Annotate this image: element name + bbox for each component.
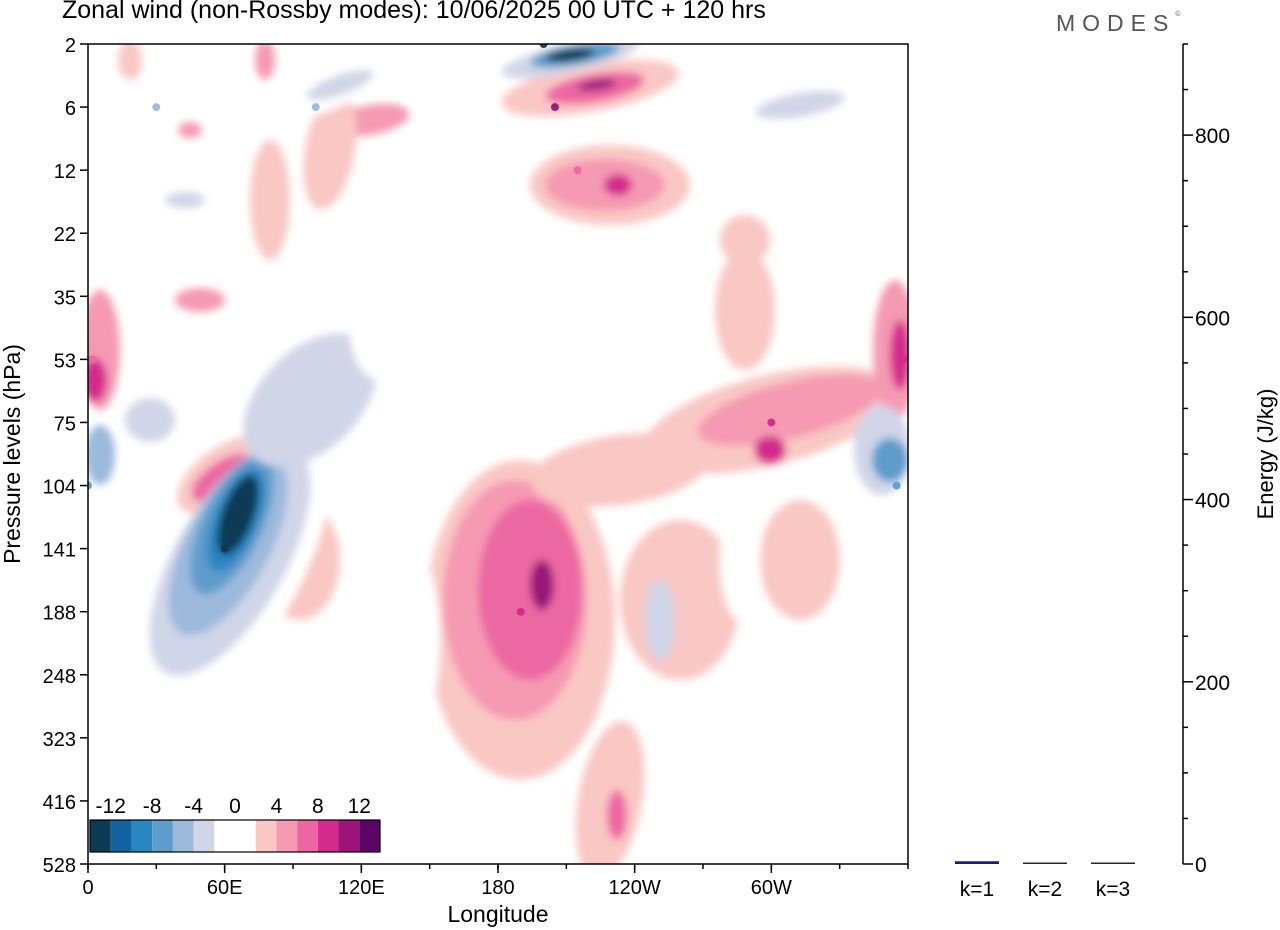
chart-title: Zonal wind (non-Rossby modes): 10/06/202… bbox=[62, 0, 766, 24]
colorbar: -12 -8 -4 0 4 8 12 bbox=[89, 795, 381, 853]
x-axis-label: Longitude bbox=[447, 901, 548, 927]
energy-tick-label: 0 bbox=[1195, 854, 1207, 877]
brand-logo: MODES© bbox=[1056, 10, 1181, 37]
colorbar-label: 8 bbox=[312, 795, 324, 818]
y-tick-label: 323 bbox=[43, 729, 76, 751]
colorbar-swatch bbox=[110, 820, 132, 852]
field-feature bbox=[550, 103, 559, 112]
x-tick-label: 180 bbox=[481, 877, 514, 899]
field-feature bbox=[152, 103, 161, 112]
y-tick-label: 141 bbox=[43, 540, 76, 562]
x-tick-label: 120E bbox=[338, 877, 385, 899]
energy-bar bbox=[1023, 862, 1067, 864]
colorbar-label: -4 bbox=[184, 795, 203, 818]
field-feature bbox=[220, 544, 229, 553]
field-features bbox=[88, 44, 908, 616]
x-tick-label: 60W bbox=[751, 877, 792, 899]
energy-bar bbox=[1091, 862, 1135, 864]
energy-category-label: k=3 bbox=[1096, 878, 1130, 901]
field-feature bbox=[311, 103, 320, 112]
field-feature bbox=[899, 355, 908, 364]
y-tick-label: 75 bbox=[54, 413, 76, 435]
brand-text: MODES bbox=[1056, 10, 1176, 36]
colorbar-swatch bbox=[90, 820, 111, 852]
y-tick-label: 104 bbox=[43, 477, 76, 499]
energy-bar-chart: 0 200 400 600 800 Energy (J/kg) k=1 k=2 k=3 bbox=[955, 43, 1278, 901]
colorbar-swatch bbox=[172, 820, 194, 852]
x-tick-label: 60E bbox=[207, 877, 243, 899]
energy-axis-label: Energy (J/kg) bbox=[1253, 389, 1278, 520]
colorbar-label: 12 bbox=[348, 795, 371, 818]
field-contours bbox=[88, 44, 908, 864]
colorbar-label: 0 bbox=[229, 795, 241, 818]
colorbar-swatch bbox=[297, 820, 318, 852]
y-tick-label: 188 bbox=[43, 603, 76, 625]
field-feature bbox=[88, 481, 92, 490]
y-tick-label: 248 bbox=[43, 666, 76, 688]
field-feature bbox=[516, 607, 525, 616]
brand-mark: © bbox=[1175, 11, 1181, 19]
x-tick-label: 120W bbox=[609, 877, 661, 899]
heatmap-field bbox=[88, 44, 908, 864]
colorbar-swatch bbox=[235, 820, 256, 852]
energy-category-label: k=2 bbox=[1028, 878, 1062, 901]
colorbar-swatch bbox=[193, 820, 215, 852]
y-tick-label: 528 bbox=[43, 855, 76, 877]
field-feature bbox=[573, 166, 582, 175]
energy-tick-label: 200 bbox=[1195, 672, 1230, 695]
colorbar-swatch bbox=[214, 820, 235, 852]
field-feature bbox=[88, 355, 97, 364]
y-axis-label: Pressure levels (hPa) bbox=[0, 344, 25, 564]
energy-bar bbox=[955, 861, 999, 864]
energy-tick-label: 400 bbox=[1195, 490, 1230, 513]
field-feature bbox=[892, 481, 901, 490]
colorbar-swatch bbox=[255, 820, 277, 852]
y-tick-label: 416 bbox=[43, 792, 76, 814]
field-feature bbox=[767, 418, 776, 427]
y-tick-label: 2 bbox=[65, 35, 76, 57]
energy-tick-label: 600 bbox=[1195, 307, 1230, 330]
x-tick-label: 0 bbox=[82, 877, 93, 899]
energy-category-label: k=1 bbox=[960, 878, 994, 901]
y-tick-label: 35 bbox=[54, 287, 76, 309]
colorbar-swatch bbox=[317, 820, 339, 852]
colorbar-label: 4 bbox=[271, 795, 283, 818]
y-tick-label: 6 bbox=[65, 98, 76, 120]
colorbar-label: -12 bbox=[96, 795, 126, 818]
colorbar-swatch bbox=[359, 820, 380, 852]
colorbar-swatch bbox=[152, 820, 173, 852]
colorbar-swatch bbox=[276, 820, 298, 852]
energy-tick-label: 800 bbox=[1195, 125, 1230, 148]
field-feature bbox=[539, 44, 548, 48]
colorbar-frame bbox=[89, 819, 381, 853]
y-tick-label: 12 bbox=[54, 161, 76, 183]
colorbar-swatch bbox=[131, 820, 153, 852]
colorbar-swatch bbox=[338, 820, 360, 852]
y-tick-label: 22 bbox=[54, 224, 76, 246]
colorbar-label: -8 bbox=[143, 795, 162, 818]
y-tick-label: 53 bbox=[54, 350, 76, 372]
